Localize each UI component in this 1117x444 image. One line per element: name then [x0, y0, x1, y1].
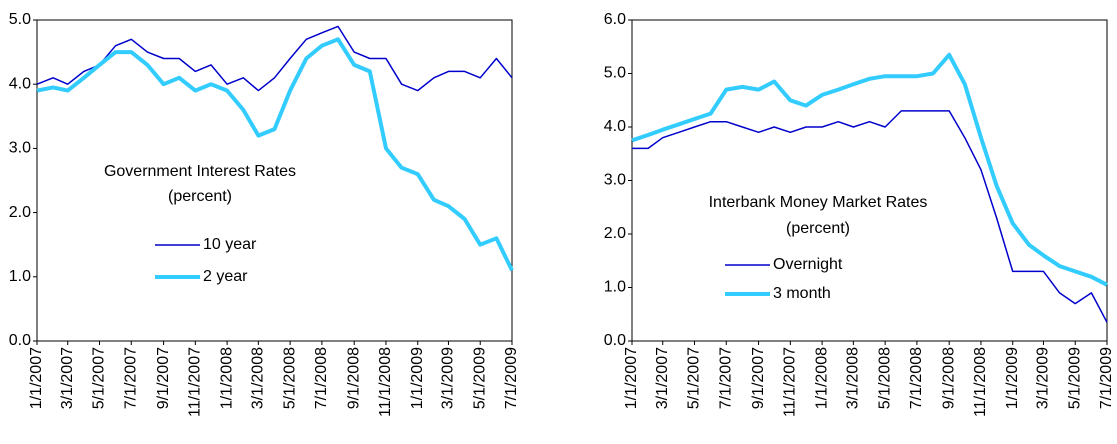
y-tick-label: 3.0	[9, 140, 31, 157]
x-tick-label: 11/1/2008	[377, 347, 394, 417]
x-tick-label: 5/1/2009	[1066, 347, 1083, 409]
annotation: (percent)	[786, 220, 850, 237]
x-tick-label: 1/1/2008	[813, 347, 830, 409]
x-tick-label: 1/1/2007	[623, 347, 640, 409]
x-tick-label: 1/1/2009	[1004, 347, 1021, 409]
legend-label: 10 year	[203, 236, 257, 253]
x-tick-label: 1/1/2009	[409, 347, 426, 409]
x-tick-label: 5/1/2008	[876, 347, 893, 409]
series-line	[631, 52, 1108, 287]
y-tick-label: 4.0	[9, 75, 31, 92]
x-tick-label: 5/1/2008	[281, 347, 298, 409]
y-tick-label: 2.0	[9, 204, 31, 221]
x-tick-label: 3/1/2009	[1035, 347, 1052, 409]
y-tick-label: 1.0	[9, 268, 31, 285]
x-tick-label: 11/1/2007	[187, 347, 204, 417]
x-tick-label: 3/1/2008	[250, 347, 267, 409]
x-tick-label: 7/1/2008	[908, 347, 925, 409]
y-tick-label: 6.0	[604, 11, 626, 28]
x-tick-label: 5/1/2007	[686, 347, 703, 409]
x-tick-label: 7/1/2009	[503, 347, 520, 409]
x-tick-label: 11/1/2007	[782, 347, 799, 417]
y-tick-label: 5.0	[604, 65, 626, 82]
series-line	[36, 37, 514, 272]
y-tick-label: 1.0	[604, 279, 626, 296]
x-tick-label: 1/1/2008	[218, 347, 235, 409]
x-tick-label: 3/1/2007	[654, 347, 671, 409]
y-tick-label: 5.0	[9, 11, 31, 28]
plot-frame	[631, 19, 1108, 342]
x-tick-label: 5/1/2009	[471, 347, 488, 409]
y-tick-label: 0.0	[9, 332, 31, 349]
annotation: (percent)	[168, 188, 232, 205]
series-line	[36, 25, 513, 92]
annotation: Government Interest Rates	[104, 163, 296, 180]
x-tick-label: 9/1/2007	[750, 347, 767, 409]
legend-label: 2 year	[203, 268, 248, 285]
annotation: Interbank Money Market Rates	[709, 194, 928, 211]
x-tick-label: 7/1/2007	[122, 347, 139, 409]
x-tick-label: 7/1/2009	[1098, 347, 1115, 409]
y-tick-label: 2.0	[604, 225, 626, 242]
x-tick-label: 3/1/2008	[845, 347, 862, 409]
y-tick-label: 4.0	[604, 118, 626, 135]
x-tick-label: 1/1/2007	[28, 347, 45, 409]
x-tick-label: 9/1/2008	[345, 347, 362, 409]
y-tick-label: 0.0	[604, 332, 626, 349]
legend-label: 3 month	[773, 285, 831, 302]
series-line	[632, 110, 1108, 323]
y-tick-label: 3.0	[604, 172, 626, 189]
legend-label: Overnight	[773, 256, 843, 273]
x-tick-label: 11/1/2008	[972, 347, 989, 417]
x-tick-label: 9/1/2008	[940, 347, 957, 409]
x-tick-label: 7/1/2007	[717, 347, 734, 409]
plot-frame	[36, 19, 513, 342]
x-tick-label: 7/1/2008	[313, 347, 330, 409]
x-tick-label: 9/1/2007	[155, 347, 172, 409]
x-tick-label: 5/1/2007	[91, 347, 108, 409]
x-tick-label: 3/1/2009	[440, 347, 457, 409]
x-tick-label: 3/1/2007	[59, 347, 76, 409]
